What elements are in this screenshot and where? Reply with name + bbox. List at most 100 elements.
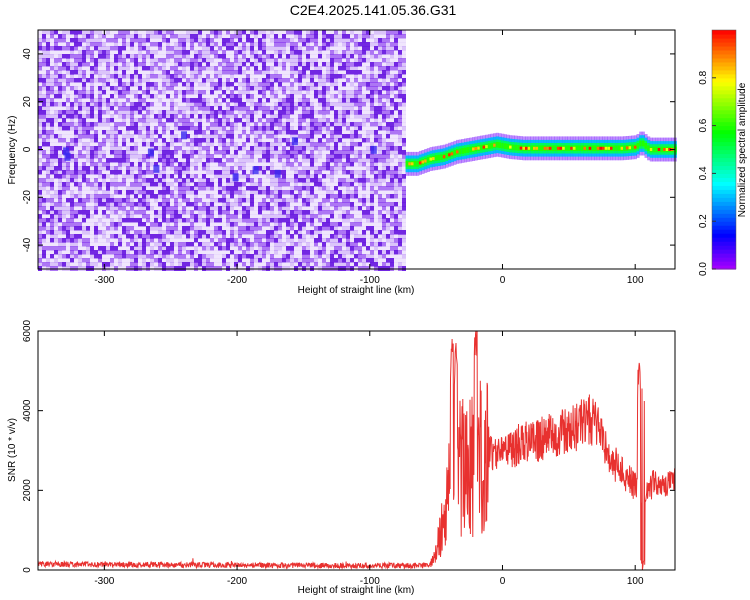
spectrogram-cell — [322, 142, 326, 147]
spectrogram-cell — [226, 182, 230, 187]
spectrogram-cell — [318, 214, 322, 219]
spectrogram-cell — [230, 134, 234, 139]
spectrogram-cell — [46, 258, 50, 263]
spectrogram-cell — [198, 98, 202, 103]
spectrogram-cell — [86, 42, 90, 47]
spectrogram-cell — [246, 38, 250, 43]
spectrogram-cell — [230, 30, 234, 35]
spectrogram-cell — [166, 118, 170, 123]
spectrogram-cell — [214, 78, 218, 83]
spectrogram-cell — [98, 222, 102, 227]
spectrogram-cell — [134, 74, 138, 79]
spectrogram-cell — [114, 202, 118, 207]
spectrogram-cell — [54, 66, 58, 71]
spectrogram-cell — [238, 178, 242, 183]
spectrogram-cell — [350, 98, 354, 103]
spectrogram-cell — [58, 34, 62, 39]
spectrogram-cell — [354, 238, 358, 243]
spectrogram-cell — [234, 246, 238, 251]
spectrogram-cell — [118, 202, 122, 207]
spectrogram-cell — [138, 210, 142, 215]
spectrogram-cell — [338, 122, 342, 127]
spectrogram-cell — [270, 194, 274, 199]
spectrogram-cell — [170, 54, 174, 59]
spectrogram-cell — [66, 210, 70, 215]
spectrogram-cell — [262, 238, 266, 243]
spectrogram-cell — [114, 150, 118, 155]
spectrogram-cell — [126, 134, 130, 139]
spectrogram-cell — [266, 238, 270, 243]
spectrogram-cell — [58, 230, 62, 235]
spectrogram-cell — [246, 70, 250, 75]
spectrogram-cell — [106, 170, 110, 175]
spectrogram-cell — [62, 170, 66, 175]
spectrogram-cell — [54, 54, 58, 59]
spectrogram-cell — [142, 130, 146, 135]
spectrogram-cell — [286, 94, 290, 99]
spectrogram-cell — [310, 230, 314, 235]
spectrogram-cell — [182, 38, 186, 43]
spectrogram-cell — [146, 82, 150, 87]
spectrogram-cell — [254, 118, 258, 123]
spectrogram-cell — [110, 70, 114, 75]
spectrogram-cell — [234, 74, 238, 79]
spectrogram-cell — [82, 54, 86, 59]
spectrogram-cell — [186, 194, 190, 199]
spectrogram-cell — [362, 62, 366, 67]
spectrogram-cell — [366, 98, 370, 103]
spectrogram-cell — [290, 62, 294, 67]
spectrogram-cell — [314, 82, 318, 87]
spectrogram-cell — [110, 258, 114, 263]
spectrogram-cell — [62, 218, 66, 223]
spectrogram-cell — [358, 110, 362, 115]
spectrogram-cell — [194, 46, 198, 51]
spectrogram-cell — [314, 66, 318, 71]
spectrogram-cell — [38, 226, 42, 231]
spectrogram-cell — [94, 158, 98, 163]
spectrogram-cell — [330, 90, 334, 95]
spectrogram-cell — [322, 82, 326, 87]
spectrogram-cell — [130, 86, 134, 91]
spectrogram-cell — [350, 178, 354, 183]
spectrogram-cell — [342, 30, 346, 35]
spectrogram-cell — [254, 130, 258, 135]
spectrogram-cell — [326, 62, 330, 67]
spectrogram-cell — [306, 90, 310, 95]
spectrogram-cell — [190, 70, 194, 75]
spectrogram-cell — [158, 62, 162, 67]
spectrogram-cell — [290, 46, 294, 51]
spectrogram-cell — [66, 74, 70, 79]
spectrogram-cell — [302, 54, 306, 59]
spectrogram-cell — [274, 218, 278, 223]
spectrogram-cell — [50, 234, 54, 239]
spectrogram-cell — [66, 230, 70, 235]
spectrogram-cell — [182, 66, 186, 71]
spectrogram-cell — [42, 50, 46, 55]
spectrogram-cell — [218, 58, 222, 63]
spectrogram-cell — [350, 122, 354, 127]
spectrogram-cell — [198, 202, 202, 207]
spectrogram-cell — [126, 258, 130, 263]
spectrogram-cell — [50, 90, 54, 95]
spectrogram-cell — [318, 38, 322, 43]
spectrogram-cell — [138, 242, 142, 247]
spectrogram-cell — [78, 234, 82, 239]
spectrogram-cell — [330, 114, 334, 119]
spectrogram-cell — [218, 186, 222, 191]
spectrogram-cell — [62, 42, 66, 47]
spectrogram-cell — [66, 122, 70, 127]
spectrogram-cell — [306, 162, 310, 167]
spectrogram-cell — [166, 82, 170, 87]
spectrogram-cell — [78, 54, 82, 59]
spectrogram-cell — [174, 178, 178, 183]
spectrogram-cell — [330, 206, 334, 211]
spectrogram-cell — [46, 158, 50, 163]
spectrogram-cell — [206, 174, 210, 179]
spectrogram-cell — [250, 46, 254, 51]
spectrogram-cell — [130, 198, 134, 203]
spectrogram-cell — [102, 202, 106, 207]
spectrogram-cell — [38, 58, 42, 63]
spectrogram-cell — [286, 82, 290, 87]
spectrogram-cell — [246, 62, 250, 67]
spectrogram-cell — [218, 114, 222, 119]
